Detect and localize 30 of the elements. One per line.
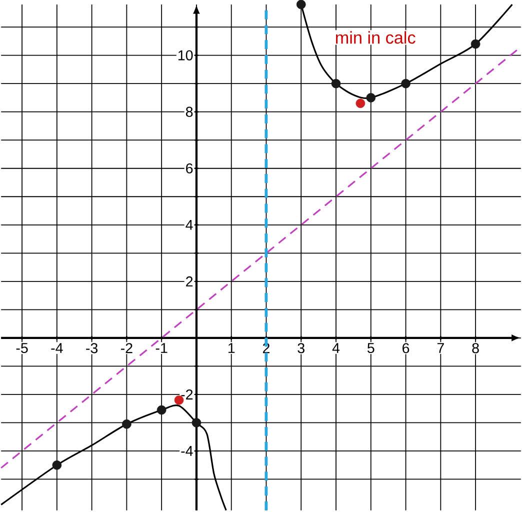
point [156, 405, 166, 415]
point [401, 79, 410, 88]
point [122, 420, 132, 429]
point [331, 79, 341, 88]
point [296, 0, 306, 10]
y-tick-label: 4 [186, 220, 193, 230]
x-tick-label: 5 [368, 343, 374, 354]
y-tick-label: 2 [186, 276, 193, 286]
y-tick-label: 8 [186, 106, 193, 117]
y-tick-label: -4 [181, 446, 193, 456]
x-tick-label: -3 [86, 343, 98, 354]
point [366, 93, 376, 102]
y-tick-label: 10 [178, 50, 193, 60]
x-tick-label: -2 [120, 343, 132, 354]
point [192, 418, 202, 428]
x-tick-label: 7 [437, 343, 444, 354]
point [470, 39, 480, 49]
point [356, 98, 366, 108]
x-tick-label: 8 [472, 343, 479, 354]
x-tick-label: -5 [16, 343, 28, 354]
x-tick-label: 3 [298, 343, 304, 354]
x-tick-label: -4 [51, 343, 63, 354]
y-tick-label: -2 [181, 390, 193, 400]
x-tick-label: -1 [156, 343, 168, 354]
x-tick-label: 4 [332, 343, 340, 354]
point [52, 460, 62, 470]
x-tick-label: 1 [228, 343, 235, 354]
x-tick-label: 6 [402, 343, 410, 354]
y-tick-label: 6 [186, 163, 193, 174]
annotation: min in calc [336, 31, 416, 44]
